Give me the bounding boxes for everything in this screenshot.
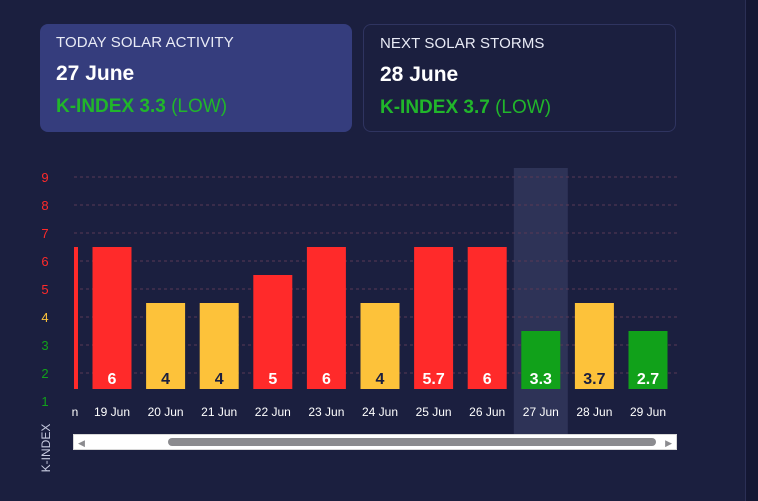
y-tick-label: 7 (41, 226, 48, 241)
partial-bar (74, 247, 78, 389)
x-tick-label: 20 Jun (148, 405, 184, 419)
next-card-kindex: K-INDEX 3.7 (380, 97, 490, 118)
next-card-kindex-line: K-INDEX 3.7 (LOW) (380, 97, 659, 119)
bar (521, 331, 561, 389)
x-tick-label: 25 Jun (416, 405, 452, 419)
y-axis-title: K-INDEX (39, 423, 53, 473)
today-card-level: (LOW) (171, 96, 228, 117)
x-tick-label: 22 Jun (255, 405, 291, 419)
scroll-right-arrow-icon[interactable]: ▶ (665, 438, 672, 448)
data-label: 3.7 (583, 371, 605, 388)
bar (253, 275, 293, 389)
y-tick-label: 2 (41, 366, 48, 381)
data-label: 3.3 (530, 371, 552, 388)
next-card-label: NEXT SOLAR STORMS (380, 35, 545, 52)
y-tick-label: 5 (41, 282, 48, 297)
data-label: 6 (483, 371, 492, 388)
next-card-date: 28 June (380, 63, 459, 86)
data-label: 4 (376, 371, 385, 388)
chart-horizontal-scrollbar[interactable]: ◀ ▶ (73, 434, 677, 450)
x-tick-label: 24 Jun (362, 405, 398, 419)
x-tick-label: 29 Jun (630, 405, 666, 419)
today-solar-activity-card[interactable]: TODAY SOLAR ACTIVITY 27 June K-INDEX 3.3… (40, 24, 352, 132)
today-card-date: 27 June (56, 62, 135, 85)
y-tick-label: 9 (41, 170, 48, 185)
today-card-kindex: K-INDEX 3.3 (56, 96, 166, 117)
data-label: 5 (268, 371, 277, 388)
bar (574, 303, 614, 389)
scrollbar-thumb[interactable] (168, 438, 656, 446)
data-label: 6 (108, 371, 117, 388)
data-label: 2.7 (637, 371, 659, 388)
x-tick-label: 23 Jun (308, 405, 344, 419)
x-tick-label: 19 Jun (94, 405, 130, 419)
next-card-level: (LOW) (495, 97, 552, 118)
bar (306, 247, 346, 389)
bar (414, 247, 454, 389)
x-tick-label: 28 Jun (576, 405, 612, 419)
highlight-column (513, 168, 568, 440)
bar (467, 247, 507, 389)
today-card-kindex-line: K-INDEX 3.3 (LOW) (56, 96, 336, 118)
today-card-label: TODAY SOLAR ACTIVITY (56, 34, 234, 51)
data-label: 5.7 (422, 371, 444, 388)
y-tick-label: 1 (41, 394, 48, 409)
data-label: 4 (161, 371, 170, 388)
data-label: 4 (215, 371, 224, 388)
kindex-bar-chart: 1 2 3 4 5 6 7 8 9 n 6 19 Jun 4 20 Jun 4 21 Jun 5 22 Jun 6 2… (41, 168, 678, 440)
next-solar-storms-card[interactable]: NEXT SOLAR STORMS 28 June K-INDEX 3.7 (L… (363, 24, 676, 132)
y-tick-label: 3 (41, 338, 48, 353)
bar (199, 303, 239, 389)
y-tick-label: 8 (41, 198, 48, 213)
bar (146, 303, 186, 389)
data-label: 6 (322, 371, 331, 388)
scroll-left-arrow-icon[interactable]: ◀ (78, 438, 85, 448)
right-frame-edge (745, 0, 758, 501)
bar (360, 303, 400, 389)
x-tick-label: 26 Jun (469, 405, 505, 419)
x-tick-label: 27 Jun (523, 405, 559, 419)
y-tick-label: 6 (41, 254, 48, 269)
x-tick-label: 21 Jun (201, 405, 237, 419)
x-tick-label-partial: n (72, 405, 79, 419)
y-tick-label: 4 (41, 310, 48, 325)
bar (628, 331, 668, 389)
bar (92, 247, 132, 389)
